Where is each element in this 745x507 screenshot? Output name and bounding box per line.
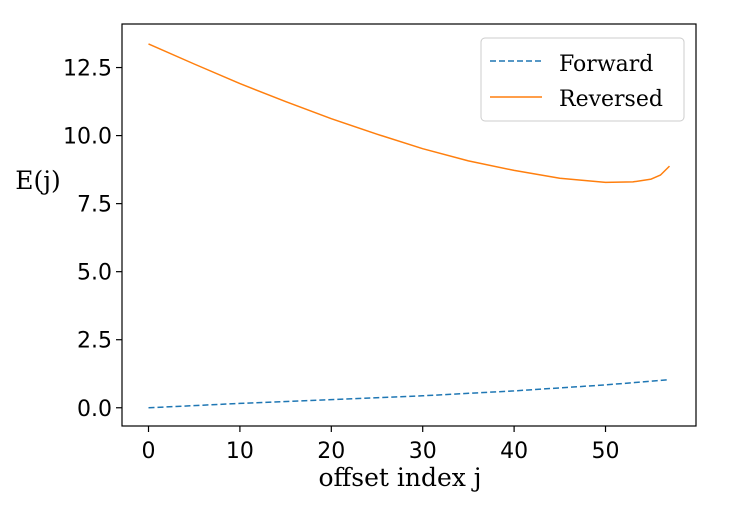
y-tick-label: 2.5	[77, 329, 112, 354]
legend-box	[480, 37, 685, 122]
x-axis-label: offset index j	[318, 463, 481, 492]
x-axis-ticks: 0 10 20 30 40 50	[142, 426, 620, 464]
series-layer	[148, 43, 671, 409]
x-tick-label: 30	[409, 439, 437, 464]
x-tick-label: 40	[500, 439, 528, 464]
y-tick-label: 7.5	[77, 193, 112, 218]
x-tick-label: 10	[226, 439, 254, 464]
legend-label-forward: Forward	[559, 52, 653, 77]
y-tick-label: 12.5	[63, 57, 112, 82]
y-tick-label: 5.0	[77, 261, 112, 286]
legend: Forward Reversed	[480, 37, 685, 122]
series-line-forward	[148, 378, 670, 409]
x-tick-label: 0	[142, 439, 156, 464]
y-tick-label: 0.0	[77, 397, 112, 422]
y-tick-label: 10.0	[63, 125, 112, 150]
x-tick-label: 50	[592, 439, 620, 464]
series-line-reversed	[148, 43, 671, 184]
y-axis-ticks: 0.0 2.5 5.0 7.5 10.0 12.5	[63, 57, 122, 422]
y-axis-label: E(j)	[15, 166, 61, 195]
x-tick-label: 20	[317, 439, 345, 464]
legend-label-reversed: Reversed	[559, 87, 663, 112]
